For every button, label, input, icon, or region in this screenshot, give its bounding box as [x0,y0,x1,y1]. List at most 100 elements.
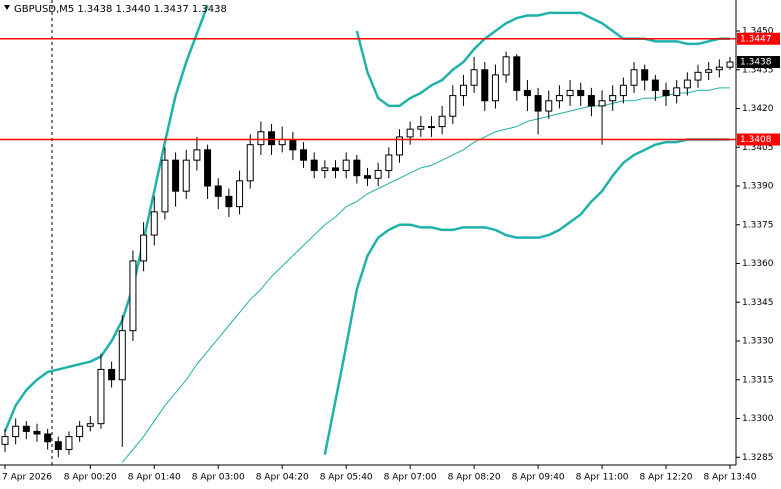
candle-body [321,167,329,172]
candle-body [513,56,521,91]
candle-body [694,71,702,81]
candle-body [300,149,308,161]
y-tick-label: 1.3375 [742,220,774,230]
level-label-box [737,133,780,146]
level-label-box [737,32,780,45]
x-tick-label: 7 Apr 2026 [2,473,52,483]
candle-body [97,368,105,425]
plot-area [0,0,736,465]
y-tick-label: 1.3420 [742,104,774,114]
y-tick-label: 1.3315 [742,375,774,385]
candle-body [364,175,371,179]
candle-body [268,131,276,146]
chart-title: GBPUSD,M5 1.3438 1.3440 1.3437 1.3438 [14,4,227,15]
x-tick-label: 8 Apr 13:40 [704,473,757,483]
candle-body [726,61,734,68]
y-tick-label: 1.3435 [742,65,774,75]
x-tick-label: 8 Apr 04:20 [256,473,309,483]
candle-body [449,95,457,117]
candle-body [236,180,244,208]
candle-body [545,100,553,112]
candle-body [705,69,713,73]
candle-body [598,100,606,107]
candle-body [44,433,52,443]
x-tick-label: 8 Apr 11:00 [576,473,629,483]
candle-body [609,95,617,102]
y-tick-label: 1.3285 [742,453,774,463]
candle-body [353,159,361,177]
candle-body [673,87,681,97]
candle-body [33,430,41,435]
candle-body [12,425,20,438]
candle-body [438,115,446,128]
x-tick-label: 8 Apr 08:20 [448,473,501,483]
lower-band [323,138,730,455]
candle-body [332,167,340,172]
candle-body [342,159,350,172]
candle-body [86,423,94,427]
level-label: 1.3408 [740,135,772,145]
candle-body [129,260,137,332]
candle-body [310,159,318,172]
candle-body [715,66,723,71]
candle-body [76,425,84,438]
candle-body [108,368,116,381]
candle-body [651,79,659,91]
candle-body [172,159,180,192]
candle-body [289,139,297,151]
candle-body [417,126,425,130]
candle-body [65,436,73,451]
candle-body [54,441,62,450]
candle-body [385,154,393,171]
upper-band [3,4,730,432]
y-tick-label: 1.3345 [742,298,774,308]
x-tick-label: 8 Apr 09:40 [512,473,565,483]
candle-body [278,139,286,146]
y-tick-label: 1.3330 [742,337,774,347]
candle-body [459,84,467,97]
candle-body [257,131,265,146]
y-tick-label: 1.3405 [742,143,774,153]
candle-body [481,69,489,102]
candle-body [577,89,585,97]
x-tick-label: 8 Apr 12:20 [640,473,693,483]
candle-body [427,126,435,129]
candle-body [225,195,233,208]
y-tick-label: 1.3450 [742,27,774,37]
x-tick-label: 8 Apr 03:00 [192,473,245,483]
candle-body [214,185,222,197]
x-tick-label: 8 Apr 00:20 [64,473,117,483]
candle-body [161,159,169,213]
candle-body [630,69,638,86]
x-tick-label: 8 Apr 01:40 [128,473,181,483]
candle-body [1,436,9,445]
candle-body [140,234,148,262]
candle-body [523,89,531,97]
candle-body [395,136,403,156]
candle-body [374,170,382,179]
candle-body [406,128,414,138]
candle-body [182,159,190,192]
last-price-label: 1.3438 [740,58,772,68]
candle-body [555,95,563,102]
candle-body [502,56,510,76]
candle-body [246,144,254,182]
middle-band [121,87,730,463]
candle-body [619,84,627,97]
candle-body [22,425,30,432]
last-price-box [737,56,780,68]
symbol-icon [4,5,10,10]
candle-body [566,89,574,97]
candle-body [662,89,670,97]
candle-body [641,69,649,81]
x-tick-label: 8 Apr 05:40 [320,473,373,483]
y-tick-label: 1.3390 [742,182,774,192]
candle-body [193,149,201,161]
level-label: 1.3447 [740,34,772,44]
candle-body [118,330,126,381]
y-tick-label: 1.3360 [742,259,774,269]
candle-body [150,211,158,236]
candle-body [204,149,212,187]
